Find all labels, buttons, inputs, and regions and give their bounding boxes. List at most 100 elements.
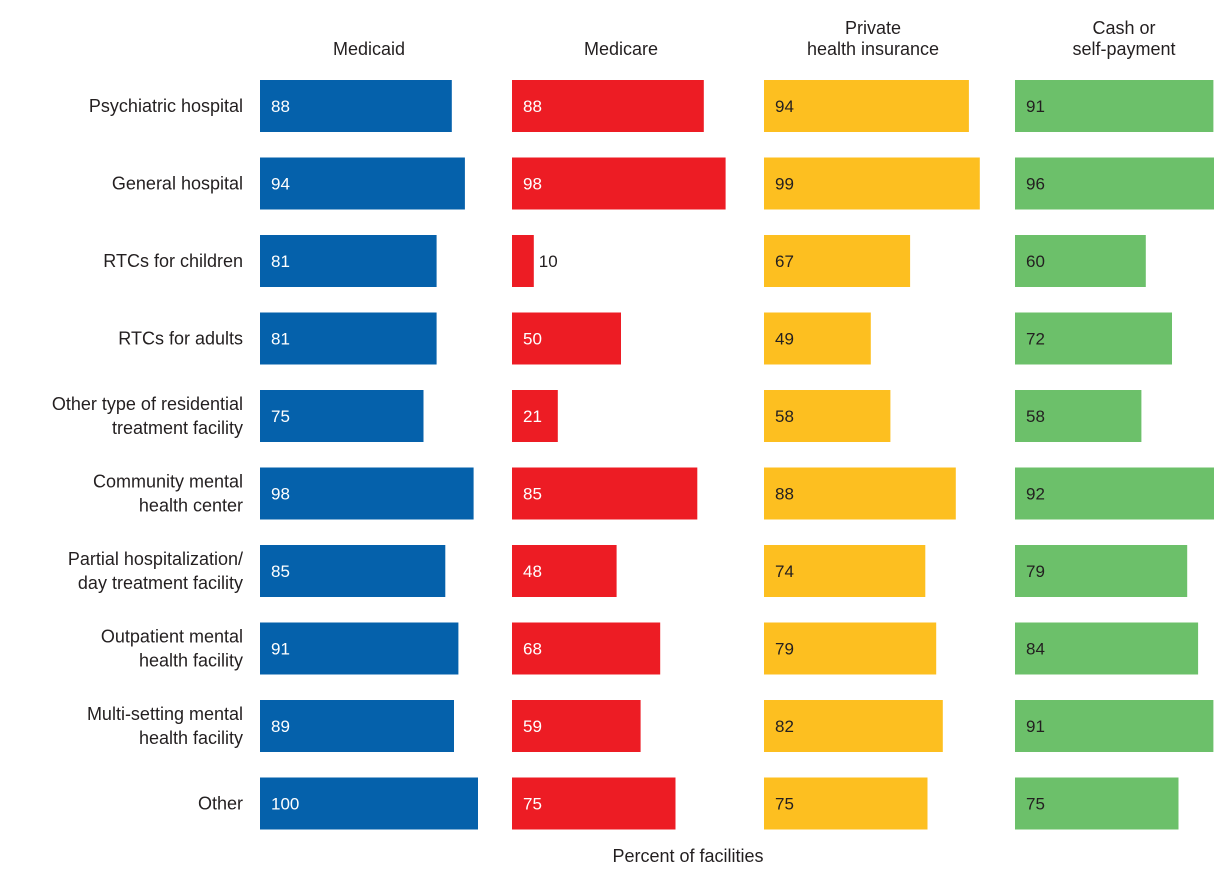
- category-label: Psychiatric hospital: [89, 96, 243, 116]
- bar-value-label: 75: [271, 407, 290, 426]
- bar: [512, 777, 676, 830]
- bar: [260, 235, 437, 287]
- category-label: RTCs for children: [103, 251, 243, 271]
- bar: [260, 545, 446, 597]
- bar: [764, 622, 937, 675]
- series-title: Medicare: [584, 39, 658, 59]
- bar-value-label: 85: [271, 562, 290, 581]
- category-label: Multi-setting mental health facility: [87, 704, 243, 748]
- bar: [260, 312, 437, 365]
- bar: [260, 157, 465, 210]
- bar-value-label: 92: [1026, 485, 1045, 504]
- x-axis-label: Percent of facilities: [612, 846, 763, 866]
- category-label: Other: [198, 794, 243, 814]
- bar: [260, 700, 454, 752]
- bar-value-label: 58: [775, 407, 794, 426]
- bar: [512, 80, 704, 132]
- bar-value-label: 58: [1026, 407, 1045, 426]
- bar-value-label: 88: [523, 97, 542, 116]
- bar: [260, 622, 459, 675]
- bar: [1015, 700, 1214, 752]
- series-title: Private health insurance: [807, 18, 939, 59]
- bar-value-label: 88: [271, 97, 290, 116]
- bar-value-label: 91: [271, 640, 290, 659]
- bar: [764, 312, 871, 365]
- bar: [260, 467, 474, 520]
- bar-value-label: 75: [523, 795, 542, 814]
- bar-value-label: 94: [775, 97, 794, 116]
- category-labels: Psychiatric hospital General hospital RTCs…: [52, 96, 243, 814]
- bar: [512, 467, 698, 520]
- bar-value-label: 79: [775, 640, 794, 659]
- bar: [512, 545, 617, 597]
- series-panel: Medicaid 88 94 81 81 75 98 85 91 89 100: [260, 39, 478, 830]
- bar-value-label: 81: [271, 330, 290, 349]
- bar-value-label: 10: [539, 252, 558, 271]
- series-panel: Medicare 88 98 10 50 21 85 48 68 59 75: [512, 39, 726, 830]
- bar-value-label: 82: [775, 717, 794, 736]
- bar-value-label: 60: [1026, 252, 1045, 271]
- bar: [1015, 622, 1199, 675]
- bar: [1015, 80, 1214, 132]
- bar-value-label: 100: [271, 795, 299, 814]
- bar: [764, 80, 969, 132]
- bar-value-label: 75: [1026, 795, 1045, 814]
- bar: [764, 157, 980, 210]
- bar-value-label: 85: [523, 485, 542, 504]
- bar-value-label: 89: [271, 717, 290, 736]
- bar: [512, 390, 558, 442]
- bar: [512, 235, 534, 287]
- bar-value-label: 49: [775, 330, 794, 349]
- bar: [512, 312, 621, 365]
- bar: [1015, 390, 1142, 442]
- bar: [1015, 467, 1214, 520]
- bar: [764, 390, 891, 442]
- category-label: Partial hospitalization/day treatment fa…: [68, 549, 243, 593]
- bar: [260, 777, 478, 830]
- bar-value-label: 98: [523, 175, 542, 194]
- bar-value-label: 94: [271, 175, 290, 194]
- bar-value-label: 91: [1026, 717, 1045, 736]
- bar-value-label: 79: [1026, 562, 1045, 581]
- bar-value-label: 75: [775, 795, 794, 814]
- bar: [1015, 157, 1214, 210]
- bar: [1015, 235, 1146, 287]
- bar-value-label: 84: [1026, 640, 1045, 659]
- bar-value-label: 72: [1026, 330, 1045, 349]
- bar-value-label: 99: [775, 175, 794, 194]
- series-panel: Cash or self-payment 91 96 60 72 58 92 79 84 91 75: [1015, 18, 1214, 830]
- series-panel: Private health insurance 94 99 67 49 58 88 74 79 8…: [764, 18, 980, 830]
- bar-value-label: 59: [523, 717, 542, 736]
- bar-value-label: 48: [523, 562, 542, 581]
- category-label: Community mental health center: [93, 472, 243, 516]
- bar: [1015, 312, 1172, 365]
- category-label: Outpatient mental health facility: [101, 627, 243, 671]
- chart-panels: Medicaid 88 94 81 81 75 98 85 91 89 100 Medicare 88 9…: [260, 18, 1214, 830]
- category-label: Other type of residential treatment facil…: [52, 394, 243, 438]
- bar-value-label: 98: [271, 485, 290, 504]
- bar-value-label: 67: [775, 252, 794, 271]
- bar: [512, 157, 726, 210]
- bar: [764, 777, 928, 830]
- category-label: General hospital: [112, 174, 243, 194]
- bar: [764, 545, 926, 597]
- bar-value-label: 68: [523, 640, 542, 659]
- bar: [512, 622, 661, 675]
- bar: [764, 700, 943, 752]
- bar-value-label: 74: [775, 562, 794, 581]
- bar: [764, 235, 911, 287]
- bar: [764, 467, 956, 520]
- bar: [260, 390, 424, 442]
- bar-value-label: 50: [523, 330, 542, 349]
- bar: [1015, 545, 1188, 597]
- bar-value-label: 96: [1026, 175, 1045, 194]
- bar-value-label: 21: [523, 407, 542, 426]
- bar: [512, 700, 641, 752]
- series-title: Cash or self-payment: [1072, 18, 1175, 59]
- bar-value-label: 91: [1026, 97, 1045, 116]
- series-title: Medicaid: [333, 39, 405, 59]
- bar-value-label: 81: [271, 252, 290, 271]
- bar-value-label: 88: [775, 485, 794, 504]
- bar: [1015, 777, 1179, 830]
- category-label: RTCs for adults: [118, 329, 243, 349]
